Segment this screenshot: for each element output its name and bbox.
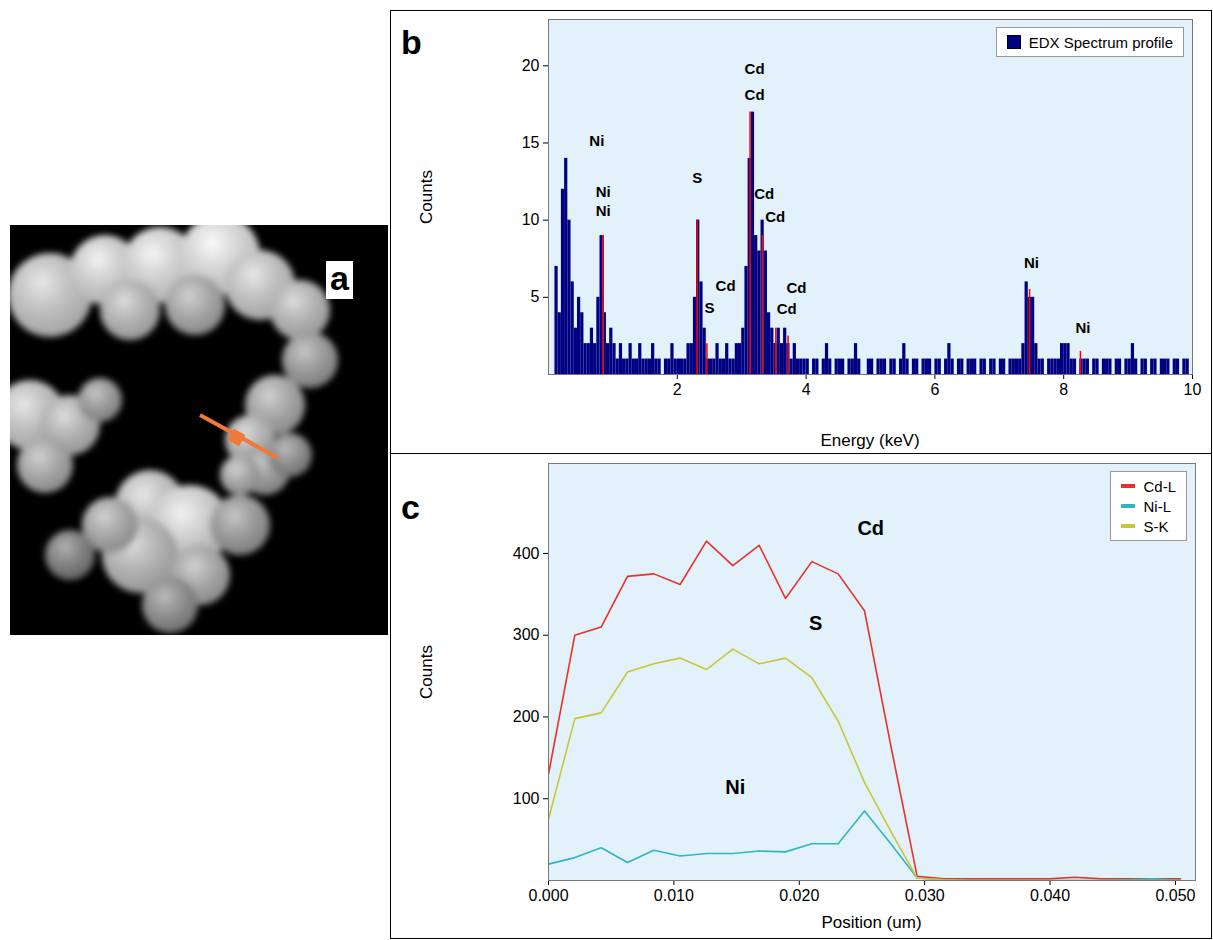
svg-text:Ni: Ni [1024, 254, 1039, 271]
svg-text:0.020: 0.020 [779, 887, 819, 904]
svg-text:10: 10 [522, 211, 540, 228]
svg-text:S: S [704, 299, 714, 316]
svg-text:Cd: Cd [745, 86, 765, 103]
svg-text:5: 5 [531, 288, 540, 305]
svg-text:0.040: 0.040 [1030, 887, 1070, 904]
svg-text:200: 200 [513, 708, 540, 725]
svg-text:Cd: Cd [716, 277, 736, 294]
html-text:a: a [330, 259, 349, 297]
svg-text:Cd: Cd [857, 516, 884, 538]
html-text:c: c [401, 488, 420, 526]
html-text:S-K: S-K [1143, 517, 1169, 535]
svg-text:0.030: 0.030 [905, 887, 945, 904]
svg-text:Ni: Ni [1076, 319, 1091, 336]
svg-text:Ni: Ni [725, 776, 745, 798]
svg-text:S: S [809, 612, 822, 634]
html-text:Counts: Counts [416, 169, 435, 224]
svg-text:6: 6 [930, 381, 939, 398]
html-text:EDX Spectrum profile: EDX Spectrum profile [1028, 33, 1173, 51]
svg-text:20: 20 [522, 57, 540, 74]
svg-text:Cd: Cd [786, 279, 806, 296]
html-text:Cd-L: Cd-L [1143, 477, 1176, 495]
svg-text:300: 300 [513, 626, 540, 643]
svg-text:Cd: Cd [777, 300, 797, 317]
svg-text:Ni: Ni [596, 183, 611, 200]
svg-text:100: 100 [513, 790, 540, 807]
html-text:Energy (keV): Energy (keV) [820, 431, 920, 450]
svg-text:Cd: Cd [765, 208, 785, 225]
svg-text:10: 10 [1184, 381, 1202, 398]
svg-text:Ni: Ni [589, 132, 604, 149]
svg-text:2: 2 [673, 381, 682, 398]
html-text:Counts: Counts [416, 644, 435, 699]
html-text:Ni-L: Ni-L [1143, 497, 1171, 515]
svg-text:15: 15 [522, 134, 540, 151]
svg-text:S: S [692, 169, 702, 186]
svg-text:8: 8 [1059, 381, 1068, 398]
svg-text:Cd: Cd [754, 185, 774, 202]
svg-text:0.000: 0.000 [528, 887, 568, 904]
svg-text:4: 4 [802, 381, 811, 398]
svg-text:Ni: Ni [596, 202, 611, 219]
svg-text:Cd: Cd [745, 60, 765, 77]
html-text:Position (um): Position (um) [821, 913, 922, 932]
svg-text:0.010: 0.010 [654, 887, 694, 904]
html-text:b: b [401, 23, 422, 61]
svg-text:0.050: 0.050 [1155, 887, 1195, 904]
svg-text:400: 400 [513, 545, 540, 562]
